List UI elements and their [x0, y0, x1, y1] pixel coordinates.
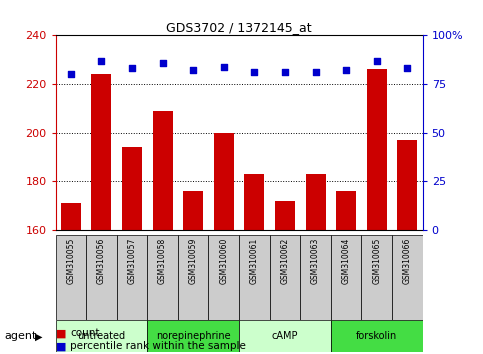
Text: GSM310058: GSM310058 [158, 238, 167, 284]
Text: ■: ■ [56, 329, 66, 338]
Point [220, 64, 227, 69]
Text: GSM310066: GSM310066 [403, 238, 412, 284]
Text: GSM310060: GSM310060 [219, 238, 228, 284]
Bar [244, 174, 264, 230]
Bar [147, 235, 178, 320]
Bar [336, 191, 356, 230]
Text: GSM310064: GSM310064 [341, 238, 351, 284]
Bar [61, 203, 81, 230]
Bar [361, 235, 392, 320]
Point [128, 65, 136, 71]
Point [373, 58, 381, 63]
Point [251, 69, 258, 75]
Bar [392, 235, 423, 320]
Text: agent: agent [5, 331, 37, 341]
Text: ▶: ▶ [35, 331, 43, 341]
Text: norepinephrine: norepinephrine [156, 331, 230, 341]
Bar [122, 147, 142, 230]
Text: percentile rank within the sample: percentile rank within the sample [70, 341, 246, 351]
Bar [270, 235, 300, 320]
Point [98, 58, 105, 63]
Text: GSM310057: GSM310057 [128, 238, 137, 284]
Bar [214, 133, 234, 230]
Bar [56, 320, 147, 352]
Point [159, 60, 167, 65]
Text: cAMP: cAMP [272, 331, 298, 341]
Bar [117, 235, 147, 320]
Bar [147, 320, 239, 352]
Bar [275, 201, 295, 230]
Bar [331, 235, 361, 320]
Text: untreated: untreated [77, 331, 126, 341]
Bar [300, 235, 331, 320]
Bar [331, 320, 423, 352]
Bar [183, 191, 203, 230]
Point [189, 68, 197, 73]
Point [67, 72, 75, 77]
Title: GDS3702 / 1372145_at: GDS3702 / 1372145_at [166, 21, 312, 34]
Text: GSM310059: GSM310059 [189, 238, 198, 284]
Bar [153, 111, 172, 230]
Bar [178, 235, 209, 320]
Point [403, 65, 411, 71]
Bar [239, 320, 331, 352]
Bar [86, 235, 117, 320]
Bar [56, 235, 86, 320]
Point [281, 69, 289, 75]
Text: GSM310062: GSM310062 [281, 238, 289, 284]
Text: count: count [70, 329, 99, 338]
Point [312, 69, 319, 75]
Text: GSM310056: GSM310056 [97, 238, 106, 284]
Point [342, 68, 350, 73]
Bar [367, 69, 387, 230]
Text: GSM310065: GSM310065 [372, 238, 381, 284]
Text: GSM310063: GSM310063 [311, 238, 320, 284]
Bar [306, 174, 326, 230]
Bar [209, 235, 239, 320]
Bar [91, 74, 112, 230]
Text: ■: ■ [56, 341, 66, 351]
Text: GSM310061: GSM310061 [250, 238, 259, 284]
Text: forskolin: forskolin [356, 331, 398, 341]
Bar [239, 235, 270, 320]
Bar [398, 140, 417, 230]
Text: GSM310055: GSM310055 [66, 238, 75, 284]
